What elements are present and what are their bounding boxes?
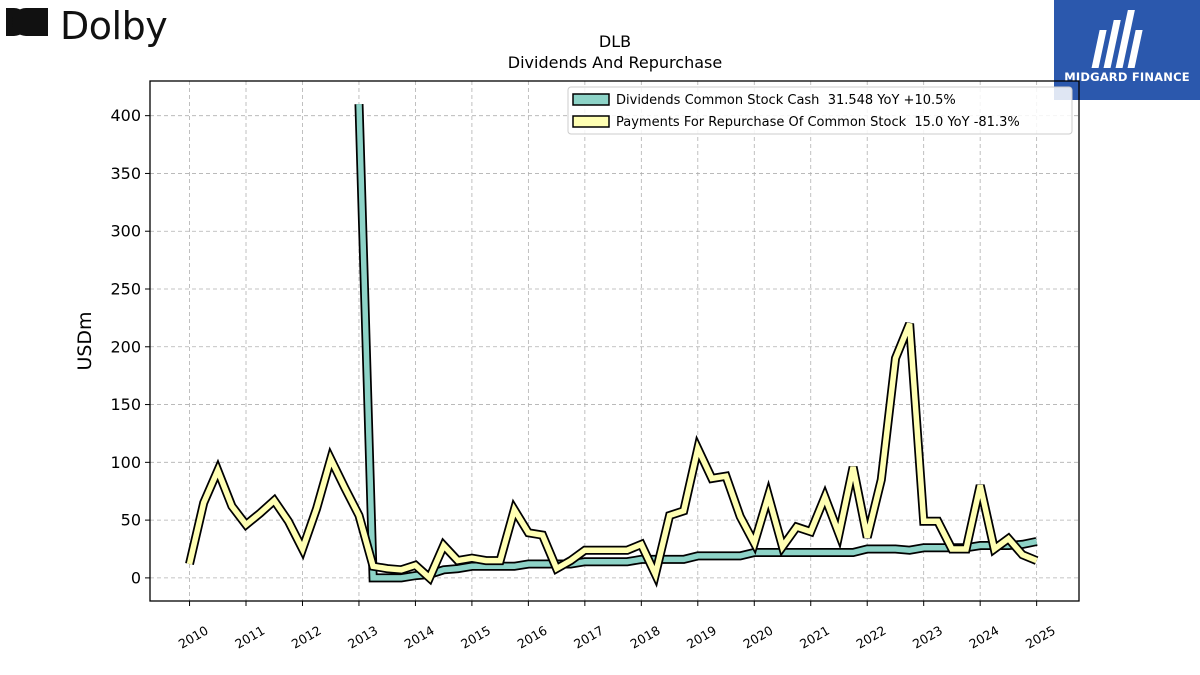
legend-box [567, 86, 1073, 135]
midgard-finance-text: MIDGARD FINANCE [1064, 70, 1190, 84]
x-tick-label: 2024 [966, 623, 1001, 652]
y-axis: 0 50 100 150 200 250 300 350 400 [110, 106, 150, 587]
repurchase-line-outline [185, 322, 1039, 588]
y-tick-label: 50 [121, 511, 141, 530]
dividends-line [354, 103, 1038, 583]
x-tick-label: 2012 [289, 623, 324, 652]
plot-frame [149, 80, 1080, 602]
y-tick-label: 150 [110, 395, 141, 414]
x-tick-label: 2014 [402, 623, 437, 652]
x-tick-label: 2013 [345, 623, 380, 652]
x-tick-label: 2018 [628, 623, 663, 652]
x-tick-label: 2021 [797, 623, 832, 652]
legend-swatch-repurchase [572, 115, 610, 128]
x-tick-label: 2010 [176, 623, 211, 652]
y-tick-label: 300 [110, 222, 141, 241]
legend-swatch-dividends [572, 93, 610, 106]
x-tick-label: 2023 [910, 623, 945, 652]
y-tick-label: 400 [110, 106, 141, 125]
x-tick-label: 2019 [684, 623, 719, 652]
x-tick-label: 2011 [232, 623, 267, 652]
grid-lines [150, 81, 1079, 601]
midgard-finance-logo: MIDGARD FINANCE [1054, 0, 1200, 100]
dividends-line-fill [356, 104, 1038, 581]
x-tick-label: 2017 [571, 623, 606, 652]
dolby-wordmark: Dolby [60, 4, 168, 48]
legend: Dividends Common Stock Cash 31.548 YoY +… [567, 86, 1073, 135]
x-tick-label: 2016 [515, 623, 550, 652]
dolby-double-d-icon [6, 8, 48, 36]
legend-label-dividends: Dividends Common Stock Cash 31.548 YoY +… [616, 93, 956, 108]
y-tick-label: 100 [110, 453, 141, 472]
chart-title: DLB [599, 32, 631, 51]
series-lines [185, 103, 1039, 588]
dolby-logo: Dolby [4, 2, 174, 48]
y-tick-label: 250 [110, 280, 141, 299]
y-tick-label: 200 [110, 337, 141, 356]
x-tick-label: 2022 [853, 623, 888, 652]
repurchase-line-fill [186, 322, 1038, 583]
y-tick-label: 350 [110, 164, 141, 183]
x-tick-label: 2025 [1023, 623, 1058, 652]
y-axis-label: USDm [74, 311, 96, 370]
legend-label-repurchase: Payments For Repurchase Of Common Stock … [616, 115, 1020, 130]
x-tick-label: 2015 [458, 623, 493, 652]
repurchase-line [185, 322, 1039, 588]
x-tick-label: 2020 [740, 623, 775, 652]
x-axis: 2010 2011 2012 2013 2014 2015 2016 2017 2018 2019… [176, 601, 1058, 652]
y-tick-label: 0 [131, 568, 141, 587]
midgard-mark-icon [1091, 10, 1143, 68]
chart-subtitle: Dividends And Repurchase [508, 53, 722, 72]
